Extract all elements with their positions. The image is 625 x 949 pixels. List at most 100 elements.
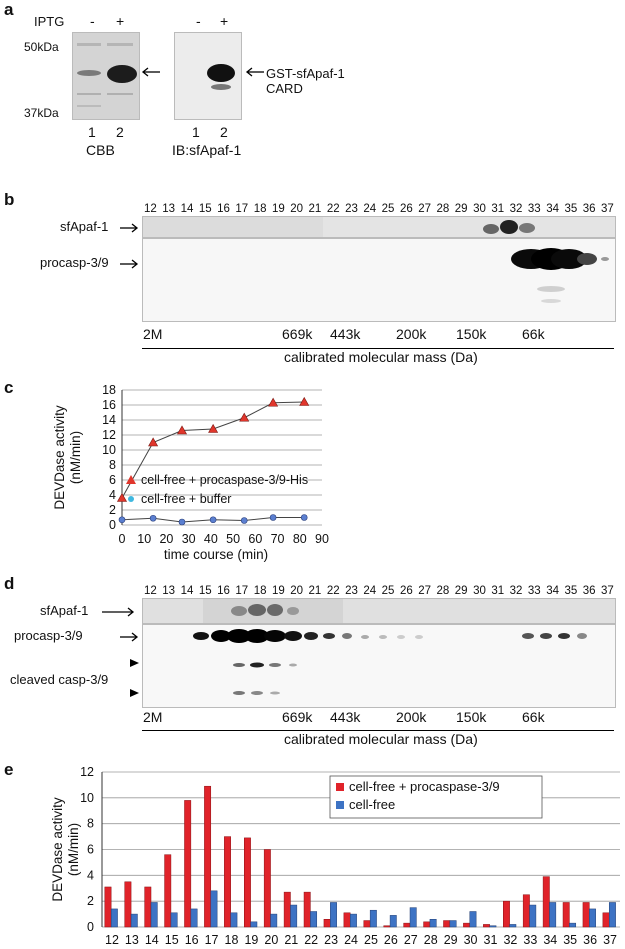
y-tick-label: 10 — [102, 443, 116, 457]
fraction-label: 34 — [546, 585, 559, 597]
x-tick-label: 12 — [105, 933, 119, 947]
ib-gel-bands — [175, 33, 241, 119]
fraction-label: 30 — [473, 585, 486, 597]
x-tick-label: 18 — [225, 933, 239, 947]
fraction-label: 30 — [473, 203, 486, 215]
panel-d-sfapaf-blot — [142, 598, 616, 624]
panel-d-row1-arrow-icon — [102, 607, 135, 617]
x-tick-label: 20 — [159, 532, 173, 546]
x-tick-label: 33 — [523, 933, 537, 947]
panel-d-row2-label: procasp-3/9 — [14, 628, 83, 643]
mass-marker: 66k — [522, 709, 545, 725]
ib-arrow-icon — [245, 67, 264, 77]
y-tick-label: 14 — [102, 413, 116, 427]
x-tick-label: 16 — [185, 933, 199, 947]
x-tick-label: 27 — [404, 933, 418, 947]
y-axis-label: DEVDase activity — [52, 405, 67, 510]
x-tick-label: 14 — [145, 933, 159, 947]
fraction-label: 16 — [217, 585, 230, 597]
x-tick-label: 50 — [226, 532, 240, 546]
mass-marker: 443k — [330, 709, 361, 725]
bar-cell-free — [549, 902, 557, 928]
fraction-label: 29 — [454, 203, 468, 215]
bar-cell-free — [489, 925, 497, 928]
panel-d-letter: d — [4, 574, 15, 593]
panel-b-fraction-labels: 12 13 14 15 16 17 18 19 20 21 22 23 24 25 26 27 28 29 30 31… — [144, 203, 614, 215]
data-point-circle — [300, 514, 308, 521]
fraction-label: 15 — [198, 203, 212, 215]
fraction-label: 29 — [454, 585, 468, 597]
bar-procaspase — [343, 912, 351, 928]
panel-b-row2-label: procasp-3/9 — [40, 255, 109, 270]
bar-procaspase — [423, 921, 431, 928]
fraction-label: 35 — [564, 203, 578, 215]
ib-gel — [174, 32, 242, 120]
fraction-label: 13 — [162, 203, 176, 215]
y-tick-label: 6 — [87, 843, 94, 857]
bar-procaspase — [204, 785, 212, 928]
fraction-label: 12 — [144, 585, 157, 597]
panel-b-procasp-blot — [142, 238, 616, 322]
y-tick-label: 8 — [87, 817, 94, 831]
x-tick-label: 30 — [464, 933, 478, 947]
fraction-label: 19 — [271, 585, 285, 597]
x-tick-label: 15 — [165, 933, 179, 947]
bar-cell-free — [529, 904, 537, 928]
data-point-triangle — [116, 492, 128, 502]
bar-cell-free — [449, 920, 457, 928]
panel-b-mass-label: calibrated molecular mass (Da) — [284, 349, 478, 365]
bar-cell-free — [569, 922, 577, 928]
panel-b-sfapaf-blot — [142, 216, 616, 238]
x-tick-label: 10 — [137, 532, 151, 546]
panel-d-row1-label: sfApaf-1 — [40, 603, 89, 618]
x-tick-label: 32 — [503, 933, 517, 947]
y-tick-label: 0 — [109, 518, 116, 532]
fraction-label: 32 — [509, 203, 523, 215]
fraction-label: 36 — [582, 203, 596, 215]
bar-procaspase — [483, 924, 490, 928]
panel-d-procasp-blot — [142, 624, 616, 708]
band-label-gst: GST-sfApaf-1 — [266, 66, 345, 81]
ib-caption: IB:sfApaf-1 — [172, 142, 242, 158]
fraction-label: 17 — [235, 203, 249, 215]
fraction-label: 33 — [527, 203, 541, 215]
fraction-label: 27 — [418, 585, 432, 597]
fraction-label: 25 — [381, 203, 395, 215]
x-tick-label: 24 — [344, 933, 358, 947]
x-axis-label: time course (min) — [164, 547, 268, 562]
bar-procaspase — [602, 912, 610, 928]
bar-procaspase — [522, 894, 530, 928]
fraction-label: 15 — [198, 585, 212, 597]
bar-procaspase — [283, 891, 291, 928]
bar-procaspase — [443, 920, 451, 928]
bar-cell-free — [608, 902, 616, 928]
iptg-minus-left: - — [90, 13, 95, 29]
bar-procaspase — [244, 837, 251, 928]
fraction-label: 35 — [564, 585, 578, 597]
panel-d-row2-arrow-icon — [120, 632, 139, 642]
x-tick-label: 29 — [444, 933, 458, 947]
bar-procaspase — [562, 902, 570, 928]
bar-procaspase — [144, 886, 152, 928]
y-tick-label: 10 — [80, 791, 94, 805]
fraction-label: 19 — [271, 203, 285, 215]
legend-swatch — [336, 801, 344, 809]
mass-marker: 150k — [456, 709, 487, 725]
data-point-circle — [149, 514, 157, 522]
x-tick-label: 13 — [125, 933, 139, 947]
bar-cell-free — [170, 912, 178, 928]
fraction-label: 26 — [399, 203, 413, 215]
cbb-gel — [72, 32, 140, 120]
x-tick-label: 60 — [248, 532, 262, 546]
bar-cell-free — [190, 908, 198, 928]
bar-procaspase — [503, 900, 510, 928]
y-tick-label: 12 — [80, 765, 94, 779]
bar-cell-free — [230, 912, 238, 928]
data-point-triangle — [299, 396, 310, 406]
panel-e-letter: e — [4, 760, 14, 779]
bar-procaspase — [164, 854, 172, 928]
panel-d-row3-label: cleaved casp-3/9 — [10, 672, 109, 687]
lane-2-right: 2 — [220, 124, 228, 140]
mass-marker: 66k — [522, 326, 545, 342]
